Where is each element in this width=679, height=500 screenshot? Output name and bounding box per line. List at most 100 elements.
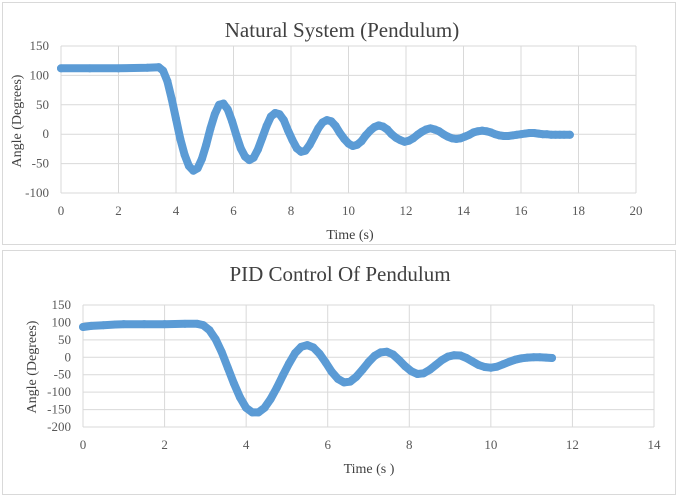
data-point [114,64,123,73]
x-tick-label: 4 [173,203,180,218]
data-point [370,351,379,360]
data-point [305,140,314,149]
chart-title: PID Control Of Pendulum [229,262,450,286]
data-point [340,378,349,387]
data-point [474,360,483,369]
y-tick-label: -50 [32,156,49,171]
data-point [119,320,128,329]
x-tick-label: 12 [566,437,579,452]
pid-control-chart-panel: PID Control Of Pendulum Time (s ) Angle … [2,250,676,495]
data-point [111,320,120,329]
x-tick-label: 0 [58,203,65,218]
data-point [310,132,318,141]
x-tick-label: 2 [161,437,168,452]
data-point [523,353,532,362]
data-point [486,363,495,372]
data-point [333,374,342,383]
data-point [541,353,550,362]
y-axis-label: Angle (Degrees) [10,74,25,167]
x-axis-label: Time (s ) [344,462,395,477]
data-point [262,121,271,130]
data-point [560,130,569,139]
data-point [382,347,391,356]
data-point [223,363,232,372]
data-point [232,131,241,140]
data-point [236,393,245,402]
x-tick-label: 2 [115,203,122,218]
gridlines [60,45,637,194]
data-point [480,363,489,372]
y-tick-label: 150 [52,297,72,312]
x-tick-label: 12 [400,203,413,218]
x-axis-label: Time (s) [326,228,374,243]
data-point [219,99,228,108]
data-point [248,408,257,417]
data-point [210,110,219,119]
natural-system-chart: Natural System (Pendulum) Time (s) Angle… [10,18,643,243]
data-point [303,341,312,350]
gridlines [82,304,655,428]
y-tick-label: -100 [25,185,49,200]
data-point [450,351,459,360]
data-point [376,348,385,357]
data-point [249,153,258,162]
data-point [223,105,232,114]
data-point [143,63,152,72]
data-point [160,320,169,329]
data-point [431,360,440,369]
data-point [505,357,514,366]
x-tick-label: 18 [572,203,585,218]
x-tick-label: 16 [515,203,529,218]
x-tick-label: 14 [648,437,662,452]
y-axis-label: Angle (Degrees) [25,320,40,413]
x-tick-label: 8 [406,437,413,452]
x-tick-label: 8 [288,203,295,218]
x-tick-label: 0 [80,437,87,452]
data-point [260,403,269,412]
data-point [254,408,263,417]
data-point [413,370,422,379]
x-tick-label: 4 [243,437,250,452]
data-point [492,362,501,371]
data-point [163,77,172,86]
series-line [57,63,574,175]
data-point [236,144,245,153]
data-point [358,365,367,374]
data-point [217,348,226,357]
data-point [167,94,176,103]
data-point [229,379,238,388]
data-point [202,140,211,149]
data-point [159,66,168,75]
data-point [364,358,373,367]
y-tick-label: -200 [47,419,71,434]
data-point [258,133,267,142]
data-point [309,343,318,352]
y-tick-label: -50 [54,367,71,382]
data-point [511,355,520,364]
data-point [314,124,323,133]
data-point [205,326,214,335]
data-point [401,362,410,371]
data-point [565,130,574,139]
data-point [284,126,293,135]
data-point [193,319,202,328]
data-point [517,354,526,363]
data-point [388,350,397,359]
data-point [228,117,237,126]
data-point [279,116,288,125]
data-point [211,335,220,344]
data-point [57,64,65,73]
y-tick-label: -150 [47,402,71,417]
data-point [272,383,281,392]
chart-title: Natural System (Pendulum) [225,18,459,42]
x-tick-label: 10 [342,203,355,218]
y-tick-label: 50 [58,332,71,347]
data-point [444,352,453,361]
data-point [140,320,149,329]
data-point [395,356,404,365]
data-point [87,321,96,330]
y-tick-label: 100 [30,67,50,82]
data-point [253,145,262,154]
data-point [301,146,310,155]
data-point [193,164,202,173]
